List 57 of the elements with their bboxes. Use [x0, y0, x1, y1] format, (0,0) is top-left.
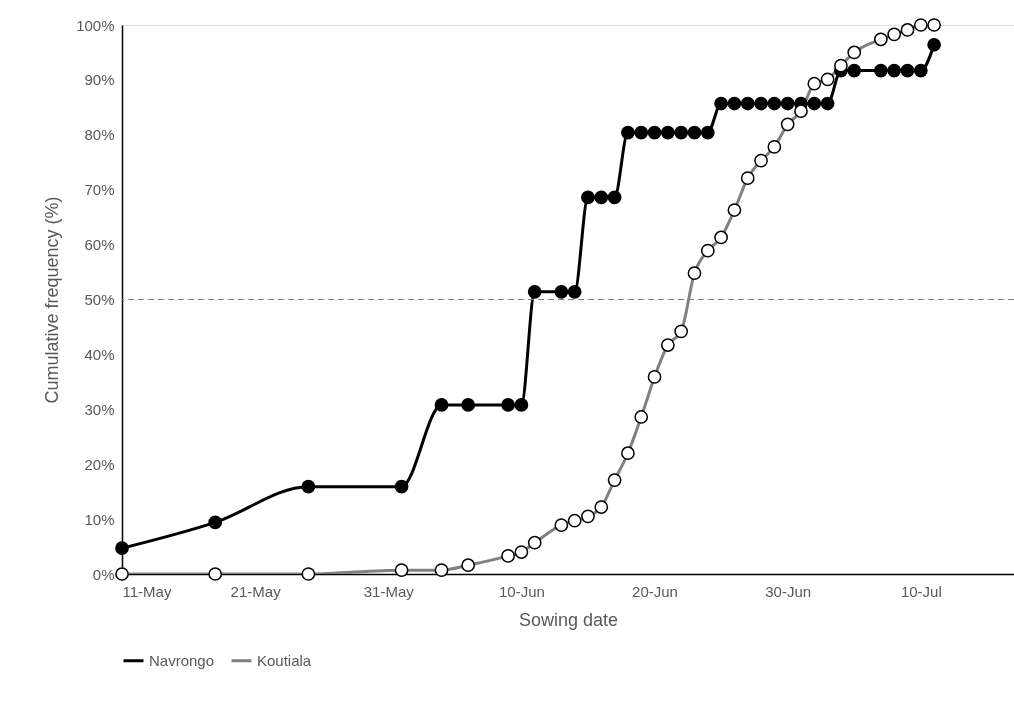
x-tick-label: 31-May [363, 582, 415, 600]
point [621, 125, 635, 140]
point [913, 63, 928, 78]
point [674, 125, 689, 140]
y-tick-label: 20% [84, 455, 115, 473]
point [780, 96, 795, 111]
point [900, 63, 915, 78]
point [873, 63, 888, 78]
legend-label: Navrongo [149, 651, 215, 669]
point [301, 479, 316, 494]
point [740, 96, 755, 111]
y-tick-label: 40% [84, 345, 115, 363]
point [807, 96, 822, 111]
x-tick-label: 20-Jun [632, 582, 678, 600]
x-tick-label: 10-Jul [900, 582, 942, 600]
point [501, 398, 515, 412]
point [700, 125, 715, 140]
point [567, 284, 582, 299]
point [527, 284, 542, 299]
y-tick-label: 100% [76, 16, 115, 34]
point [727, 96, 742, 111]
point [754, 96, 768, 111]
point [394, 479, 409, 494]
point [594, 190, 609, 205]
point [514, 398, 529, 412]
point [434, 398, 449, 412]
y-tick-label: 50% [84, 291, 115, 308]
x-tick-label: 11-May [122, 582, 172, 600]
point [607, 190, 622, 205]
point [461, 398, 476, 412]
y-axis-title: Cumulative frequency (%) [42, 196, 63, 404]
point [927, 37, 941, 52]
y-tick-label: 10% [84, 510, 115, 528]
point [767, 96, 782, 111]
point [115, 541, 129, 556]
legend-label: Koutiala [257, 651, 312, 669]
point [887, 63, 902, 78]
point [687, 125, 702, 140]
point [647, 125, 662, 140]
y-tick-label: 60% [84, 236, 115, 254]
y-tick-label: 90% [84, 71, 115, 89]
x-axis-title: Sowing date [518, 609, 619, 630]
point [820, 96, 835, 111]
y-tick-label: 80% [84, 126, 115, 144]
point [581, 190, 595, 205]
x-tick-label: 21-May [230, 582, 282, 600]
point [660, 125, 675, 140]
x-tick-label: 10-Jun [498, 582, 545, 600]
point [634, 125, 649, 140]
point [554, 284, 569, 299]
x-tick-label: 30-Jun [765, 582, 812, 600]
y-tick-label: 70% [84, 181, 115, 199]
point [847, 63, 862, 78]
y-tick-label: 30% [84, 400, 115, 418]
point [208, 515, 223, 530]
y-tick-label: 0% [92, 565, 115, 583]
point [714, 96, 728, 111]
